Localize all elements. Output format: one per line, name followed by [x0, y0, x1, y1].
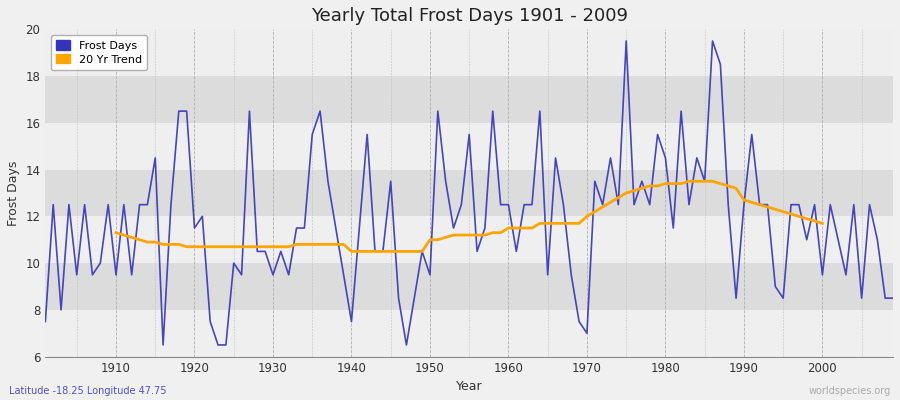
Y-axis label: Frost Days: Frost Days — [7, 160, 20, 226]
Title: Yearly Total Frost Days 1901 - 2009: Yearly Total Frost Days 1901 - 2009 — [310, 7, 627, 25]
X-axis label: Year: Year — [456, 380, 482, 393]
Bar — [45, 216, 893, 263]
Text: worldspecies.org: worldspecies.org — [809, 386, 891, 396]
Bar — [45, 310, 893, 357]
Legend: Frost Days, 20 Yr Trend: Frost Days, 20 Yr Trend — [51, 35, 148, 70]
Bar — [45, 123, 893, 170]
Bar — [45, 29, 893, 76]
Text: Latitude -18.25 Longitude 47.75: Latitude -18.25 Longitude 47.75 — [9, 386, 166, 396]
